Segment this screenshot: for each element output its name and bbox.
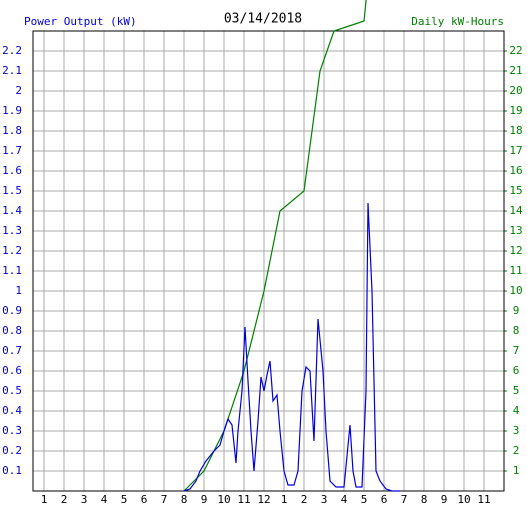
y2-tick-label: 18 <box>509 124 522 137</box>
y2-tick-label: 2 <box>513 444 520 457</box>
x-tick-label: 3 <box>321 493 328 506</box>
y-tick-label: 1.6 <box>2 164 22 177</box>
chart-title: 03/14/2018 <box>224 12 302 27</box>
y-tick-label: 0.6 <box>2 364 22 377</box>
y-tick-label: 0.4 <box>2 404 22 417</box>
x-tick-label: 2 <box>301 493 308 506</box>
x-tick-label: 6 <box>381 493 388 506</box>
y2-tick-label: 3 <box>513 424 520 437</box>
y2-tick-label: 6 <box>513 364 520 377</box>
y-tick-label: 1.3 <box>2 224 22 237</box>
y-tick-label: 0.7 <box>2 344 22 357</box>
y2-tick-label: 14 <box>509 204 523 217</box>
y-tick-label: 0.5 <box>2 384 22 397</box>
y2-tick-label: 9 <box>513 304 520 317</box>
x-tick-label: 4 <box>101 493 108 506</box>
x-tick-label: 10 <box>457 493 470 506</box>
y2-axis-label: Daily kW-Hours <box>411 15 504 28</box>
x-tick-label: 6 <box>141 493 148 506</box>
y2-tick-label: 8 <box>513 324 520 337</box>
y-tick-label: 0.2 <box>2 444 22 457</box>
y-tick-label: 1.5 <box>2 184 22 197</box>
x-tick-label: 9 <box>441 493 448 506</box>
y-tick-label: 1.9 <box>2 104 22 117</box>
y-tick-label: 1.2 <box>2 244 22 257</box>
x-tick-label: 5 <box>121 493 128 506</box>
x-tick-label: 1 <box>281 493 288 506</box>
y-axis-label: Power Output (kW) <box>24 15 137 28</box>
y-tick-label: 0.3 <box>2 424 22 437</box>
y2-tick-label: 22 <box>509 44 522 57</box>
y2-tick-label: 1 <box>513 464 520 477</box>
x-tick-label: 1 <box>41 493 48 506</box>
y2-tick-label: 20 <box>509 84 522 97</box>
x-tick-label: 12 <box>257 493 270 506</box>
y-tick-label: 2.2 <box>2 44 22 57</box>
x-tick-label: 8 <box>421 493 428 506</box>
y2-tick-label: 16 <box>509 164 522 177</box>
x-tick-label: 11 <box>237 493 250 506</box>
y2-tick-label: 10 <box>509 284 522 297</box>
series-line <box>183 202 400 492</box>
y2-tick-label: 21 <box>509 64 522 77</box>
plot-border <box>32 30 505 492</box>
x-tick-label: 7 <box>161 493 168 506</box>
x-tick-label: 9 <box>201 493 208 506</box>
x-tick-label: 8 <box>181 493 188 506</box>
x-tick-label: 4 <box>341 493 348 506</box>
y2-tick-label: 19 <box>509 104 522 117</box>
x-tick-label: 5 <box>361 493 368 506</box>
y2-tick-label: 17 <box>509 144 522 157</box>
y-tick-label: 1.7 <box>2 144 22 157</box>
y-tick-label: 1 <box>15 284 22 297</box>
x-tick-label: 3 <box>81 493 88 506</box>
y2-tick-label: 15 <box>509 184 522 197</box>
y2-tick-label: 11 <box>509 264 522 277</box>
x-tick-label: 10 <box>217 493 230 506</box>
y-tick-label: 1.8 <box>2 124 22 137</box>
y2-tick-label: 5 <box>513 384 520 397</box>
y-tick-label: 0.1 <box>2 464 22 477</box>
x-tick-label: 11 <box>477 493 490 506</box>
y-tick-label: 1.1 <box>2 264 22 277</box>
y-tick-label: 1.4 <box>2 204 22 217</box>
y-tick-label: 2.1 <box>2 64 22 77</box>
y2-tick-label: 7 <box>513 344 520 357</box>
x-tick-label: 7 <box>401 493 408 506</box>
x-tick-label: 2 <box>61 493 68 506</box>
y-tick-label: 0.8 <box>2 324 22 337</box>
y2-tick-label: 13 <box>509 224 522 237</box>
y2-tick-label: 4 <box>513 404 520 417</box>
y-tick-label: 2 <box>15 84 22 97</box>
y-tick-label: 0.9 <box>2 304 22 317</box>
y2-tick-label: 12 <box>509 244 522 257</box>
